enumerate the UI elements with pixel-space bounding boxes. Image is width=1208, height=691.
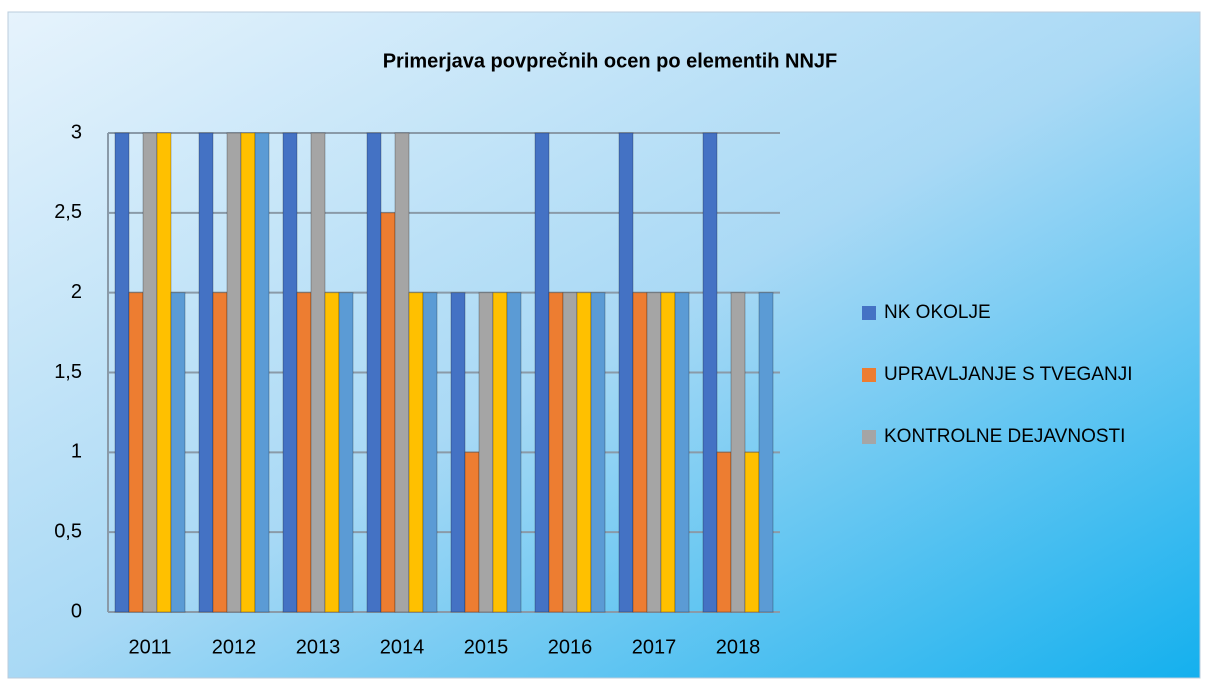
bar	[618, 132, 634, 613]
bar	[114, 132, 130, 613]
bar	[394, 132, 410, 613]
bar	[758, 292, 774, 613]
bar	[548, 292, 564, 613]
x-tick-label: 2014	[380, 636, 425, 658]
x-tick-label: 2018	[716, 636, 761, 658]
bar	[324, 292, 340, 613]
bar	[170, 292, 186, 613]
bar	[156, 132, 172, 613]
bar	[240, 132, 256, 613]
bar	[254, 132, 270, 613]
bar	[212, 292, 228, 613]
bar	[660, 292, 676, 613]
y-tick-label: 2	[71, 281, 82, 303]
y-tick-label: 3	[71, 121, 82, 143]
bar	[506, 292, 522, 613]
x-tick-label: 2016	[548, 636, 593, 658]
bar	[562, 292, 578, 613]
bar	[632, 292, 648, 613]
x-tick-label: 2012	[212, 636, 257, 658]
x-tick-label: 2011	[128, 636, 171, 658]
bar	[408, 292, 424, 613]
chart-title: Primerjava povprečnih ocen po elementih …	[383, 50, 838, 72]
bar	[646, 292, 662, 613]
bar	[674, 292, 690, 613]
x-tick-label: 2017	[632, 636, 677, 658]
legend-swatch	[862, 368, 876, 382]
bar	[590, 292, 606, 613]
bar	[716, 451, 732, 613]
y-tick-label: 0,5	[54, 520, 82, 542]
bar	[492, 292, 508, 613]
legend-swatch	[862, 430, 876, 444]
bar	[128, 292, 144, 613]
bar	[296, 292, 312, 613]
bar	[380, 212, 396, 613]
y-tick-label: 1,5	[54, 361, 82, 383]
bar	[422, 292, 438, 613]
bar	[142, 132, 158, 613]
bar	[282, 132, 298, 613]
bar	[464, 451, 480, 613]
y-tick-label: 1	[71, 441, 82, 463]
bar	[226, 132, 242, 613]
bar	[478, 292, 494, 613]
legend-swatch	[862, 306, 876, 320]
bar	[338, 292, 354, 613]
legend-label: KONTROLNE DEJAVNOSTI	[884, 426, 1125, 447]
legend-label: NK OKOLJE	[884, 302, 991, 323]
x-tick-label: 2013	[296, 636, 341, 658]
y-tick-label: 2,5	[54, 201, 82, 223]
bar	[730, 292, 746, 613]
bar	[576, 292, 592, 613]
bar	[450, 292, 466, 613]
bar	[366, 132, 382, 613]
x-tick-label: 2015	[464, 636, 509, 658]
bar	[310, 132, 326, 613]
bar	[534, 132, 550, 613]
legend-label: UPRAVLJANJE S TVEGANJI	[884, 364, 1132, 385]
bar	[744, 451, 760, 613]
y-tick-label: 0	[71, 600, 82, 622]
bar	[198, 132, 214, 613]
bar	[702, 132, 718, 613]
